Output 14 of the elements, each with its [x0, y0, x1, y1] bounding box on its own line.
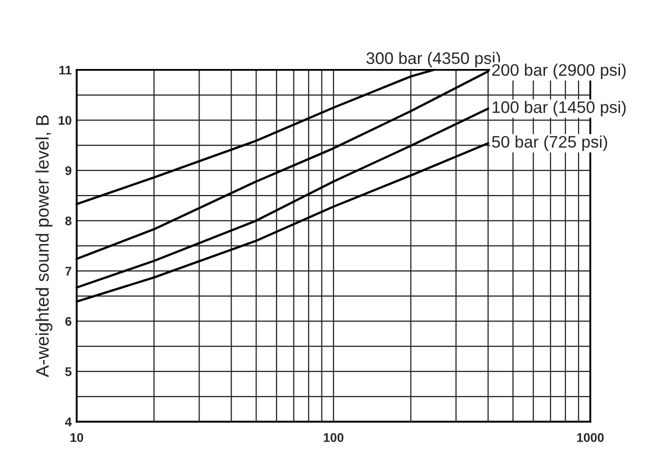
y-tick-label: 7 — [65, 266, 72, 276]
y-tick-label: 9 — [65, 166, 72, 176]
y-tick-label: 6 — [65, 316, 72, 326]
y-tick-label: 4 — [65, 418, 72, 426]
series-label: 50 bar (725 psi) — [492, 136, 608, 152]
x-tick-label: 100 — [324, 433, 344, 442]
y-tick-label: 10 — [58, 116, 72, 125]
y-tick-label: 5 — [65, 367, 72, 376]
series-label: 100 bar (1450 psi) — [492, 100, 626, 116]
y-axis-title: A-weighted sound power level, B — [36, 115, 52, 378]
y-tick-label: 11 — [59, 66, 72, 74]
y-tick-label: 8 — [65, 216, 72, 226]
x-tick-label: 10 — [70, 433, 84, 442]
x-tick-label: 1000 — [577, 433, 604, 442]
